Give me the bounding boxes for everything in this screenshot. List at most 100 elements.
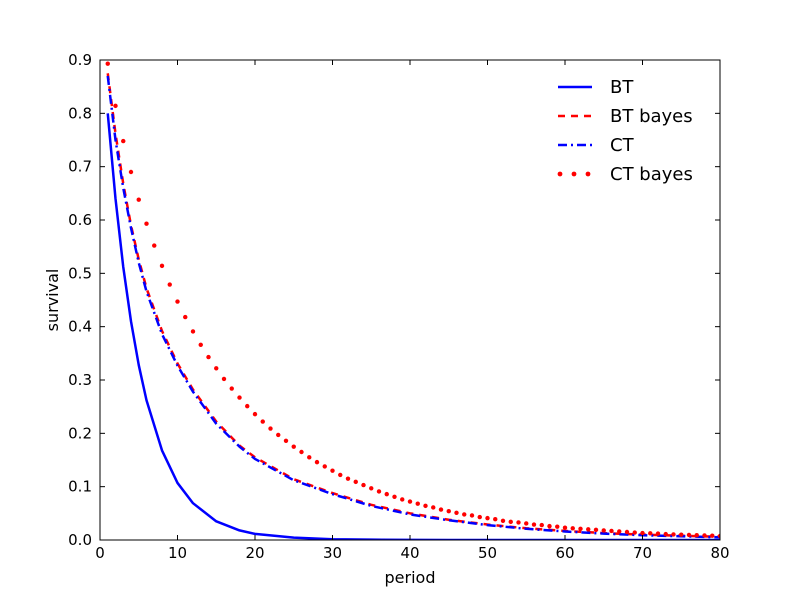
data-point-ct-bayes xyxy=(686,532,692,538)
data-point-ct-bayes xyxy=(252,411,258,417)
data-point-ct-bayes xyxy=(214,366,219,371)
data-point-ct-bayes xyxy=(508,519,513,525)
data-point-ct-bayes xyxy=(462,512,467,517)
y-tick-label: 0.8 xyxy=(68,104,92,122)
y-tick-label: 0.6 xyxy=(68,211,92,229)
data-point-ct-bayes xyxy=(314,459,320,465)
data-point-ct-bayes xyxy=(167,282,172,287)
y-axis-label: survival xyxy=(43,269,62,332)
x-tick-label: 80 xyxy=(710,544,729,562)
data-point-ct-bayes xyxy=(632,530,637,535)
data-point-ct-bayes xyxy=(601,528,606,533)
data-point-ct-bayes xyxy=(105,61,110,66)
data-point-ct-bayes xyxy=(454,510,459,515)
data-point-ct-bayes xyxy=(237,395,242,400)
data-point-ct-bayes xyxy=(446,509,451,514)
data-point-ct-bayes xyxy=(694,533,699,538)
data-point-ct-bayes xyxy=(415,501,420,506)
data-point-ct-bayes xyxy=(268,426,273,431)
data-point-ct-bayes xyxy=(206,354,211,360)
series-ct-bayes xyxy=(105,61,720,539)
data-point-ct-bayes xyxy=(570,526,575,531)
data-point-ct-bayes xyxy=(322,464,327,469)
data-point-ct-bayes xyxy=(624,529,630,535)
y-tick-label: 0.1 xyxy=(68,478,92,496)
data-point-ct-bayes xyxy=(353,479,358,485)
data-point-ct-bayes xyxy=(400,497,405,502)
data-point-ct-bayes xyxy=(136,197,141,202)
data-point-ct-bayes xyxy=(183,314,188,320)
data-point-ct-bayes xyxy=(392,494,397,499)
data-point-ct-bayes xyxy=(438,507,444,512)
tick-marks xyxy=(99,59,721,541)
data-point-ct-bayes xyxy=(593,527,599,533)
data-point-ct-bayes xyxy=(307,455,312,460)
data-point-ct-bayes xyxy=(485,515,490,521)
data-point-ct-bayes xyxy=(369,486,374,491)
data-point-ct-bayes xyxy=(617,529,622,534)
data-point-ct-bayes xyxy=(345,476,351,481)
legend-entry-ct-bayes: CT bayes xyxy=(557,164,693,185)
data-point-ct-bayes xyxy=(260,419,265,424)
x-tick-label: 0 xyxy=(95,544,105,562)
data-point-ct-bayes xyxy=(221,376,227,382)
legend-marker-ct-bayes xyxy=(585,171,591,177)
data-point-ct-bayes xyxy=(144,221,149,226)
x-tick-label: 60 xyxy=(555,544,574,562)
y-tick-label: 0.2 xyxy=(68,424,92,442)
x-tick-label: 30 xyxy=(323,544,342,562)
x-tick-label: 50 xyxy=(478,544,497,562)
data-point-ct-bayes xyxy=(679,532,684,537)
data-point-ct-bayes xyxy=(531,522,537,527)
data-point-ct-bayes xyxy=(121,138,126,144)
legend-entry-bt-bayes: BT bayes xyxy=(558,106,693,127)
data-point-ct-bayes xyxy=(291,444,296,449)
x-axis-label: period xyxy=(385,568,436,587)
data-point-ct-bayes xyxy=(500,518,506,523)
data-point-ct-bayes xyxy=(423,503,428,509)
data-point-ct-bayes xyxy=(578,526,583,531)
data-point-ct-bayes xyxy=(338,472,343,478)
x-tick-label: 20 xyxy=(245,544,264,562)
data-point-ct-bayes xyxy=(128,169,134,175)
data-point-ct-bayes xyxy=(717,533,720,539)
data-point-ct-bayes xyxy=(276,432,281,438)
data-point-ct-bayes xyxy=(330,468,335,473)
data-point-ct-bayes xyxy=(562,525,568,530)
data-point-ct-bayes xyxy=(431,505,436,510)
data-point-ct-bayes xyxy=(648,531,653,536)
data-point-ct-bayes xyxy=(245,403,250,409)
data-point-ct-bayes xyxy=(477,514,482,520)
data-point-ct-bayes xyxy=(702,533,707,538)
data-point-ct-bayes xyxy=(539,522,544,528)
data-point-ct-bayes xyxy=(640,530,645,536)
legend-entry-ct: CT xyxy=(558,135,635,156)
data-point-ct-bayes xyxy=(376,489,382,494)
data-point-ct-bayes xyxy=(299,449,304,455)
data-point-ct-bayes xyxy=(175,299,180,304)
data-point-ct-bayes xyxy=(524,521,529,526)
legend-label-bt-bayes: BT bayes xyxy=(610,106,693,127)
data-point-ct-bayes xyxy=(671,532,676,537)
legend-marker-ct-bayes xyxy=(557,171,563,177)
data-point-ct-bayes xyxy=(283,438,289,443)
data-point-ct-bayes xyxy=(190,329,196,334)
legend-marker-ct-bayes xyxy=(571,171,577,177)
data-point-ct-bayes xyxy=(710,533,715,538)
y-tick-label: 0.3 xyxy=(68,371,92,389)
data-point-ct-bayes xyxy=(152,243,157,248)
x-tick-label: 70 xyxy=(633,544,652,562)
x-tick-label: 10 xyxy=(168,544,187,562)
data-point-ct-bayes xyxy=(469,513,475,518)
x-tick-label: 40 xyxy=(400,544,419,562)
data-point-ct-bayes xyxy=(159,263,165,269)
y-tick-label: 0.9 xyxy=(68,51,92,69)
data-point-ct-bayes xyxy=(663,531,668,537)
legend-label-ct: CT xyxy=(610,135,635,156)
y-tick-label: 0.4 xyxy=(68,318,92,336)
data-point-ct-bayes xyxy=(547,523,552,529)
data-point-ct-bayes xyxy=(198,342,203,347)
data-point-ct-bayes xyxy=(113,103,118,109)
